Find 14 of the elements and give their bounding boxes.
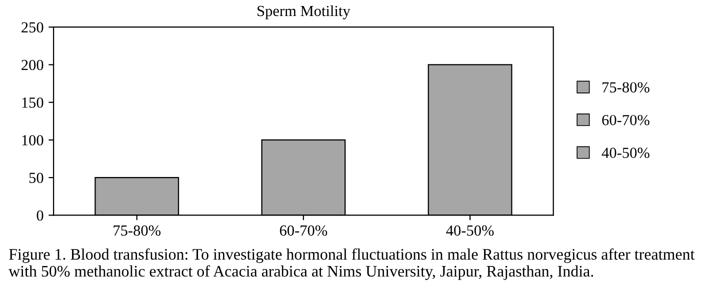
y-tick-label: 0 bbox=[36, 210, 44, 221]
y-tick-label: 150 bbox=[22, 97, 44, 108]
x-tick-label: 75-80% bbox=[114, 225, 161, 236]
x-tick-label: 60-70% bbox=[280, 225, 328, 236]
caption: Figure 1. Blood transfusion: To investigate hormonal fluctuations in male Rattus norvegicus after treatment with 50% methanolic extract of Acacia arabica at Nims University, Jaipur, Rajasthan, India. bbox=[8, 248, 695, 280]
legend-label: 60-70% bbox=[602, 114, 650, 126]
y-tick-label: 50 bbox=[29, 172, 44, 184]
y-tick-label: 200 bbox=[22, 60, 44, 70]
legend-label: 75-80% bbox=[602, 82, 650, 93]
legend-label: 40-50% bbox=[602, 148, 650, 158]
x-tick-label: 40-50% bbox=[446, 225, 494, 236]
chart-title: Sperm Motility bbox=[258, 5, 350, 20]
y-tick-label: 100 bbox=[22, 135, 44, 146]
y-tick-label: 250 bbox=[22, 22, 44, 33]
